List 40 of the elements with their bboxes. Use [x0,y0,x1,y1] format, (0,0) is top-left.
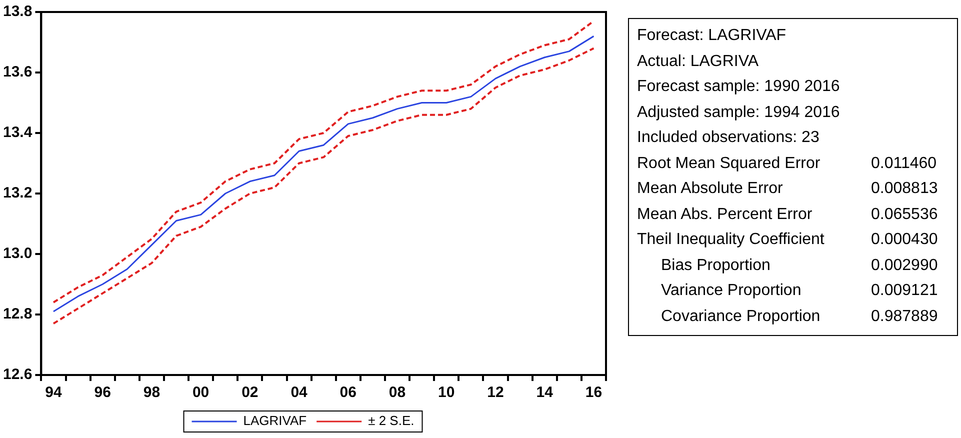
y-tick-label: 13.2 [2,184,32,202]
x-tick-label: 04 [290,384,308,402]
y-tick-label: 12.6 [2,366,32,384]
text: 0.008813 [871,179,938,199]
y-tick-label: 13.8 [2,3,32,20]
x-tick-label: 94 [45,384,62,402]
x-tick-label: 96 [94,384,111,402]
x-tick-label: 98 [143,384,160,402]
legend-label: ± 2 S.E. [368,413,414,428]
x-tick-label: 02 [242,384,258,402]
text: Root Mean Squared Error [637,154,822,174]
text: Bias Proportion [660,256,772,276]
legend-label: LAGRIVAF [243,413,307,428]
x-tick-label: 16 [585,384,602,402]
text: Forecast: LAGRIVAF [637,26,788,46]
text: 0.065536 [871,204,938,224]
x-tick-label: 12 [487,384,504,402]
y-tick-label: 13.6 [2,64,32,81]
y-tick-label: 12.8 [2,306,32,323]
text: Adjusted sample: 1994 2016 [637,102,841,122]
x-tick-label: 00 [192,384,210,402]
text: Theil Inequality Coefficient [637,230,826,250]
text: Mean Abs. Percent Error [637,204,814,224]
x-tick-label: 14 [536,384,554,402]
text: 0.987889 [871,306,938,326]
y-tick-label: 13.0 [2,245,32,262]
text: Forecast sample: 1990 2016 [637,77,841,97]
text: Included observations: 23 [637,128,820,148]
text: 0.011460 [871,154,937,174]
text: Covariance Proportion [660,306,822,326]
text: Actual: LAGRIVA [637,52,760,72]
x-tick-label: 08 [388,384,406,402]
text: 0.000430 [871,230,938,250]
x-tick-label: 06 [340,384,356,402]
y-tick-label: 13.4 [2,124,33,142]
text: Variance Proportion [660,281,802,301]
text: Mean Absolute Error [637,179,784,199]
x-tick-label: 10 [438,384,455,402]
text: 0.009121 [871,281,938,301]
text: 0.002990 [871,256,938,276]
